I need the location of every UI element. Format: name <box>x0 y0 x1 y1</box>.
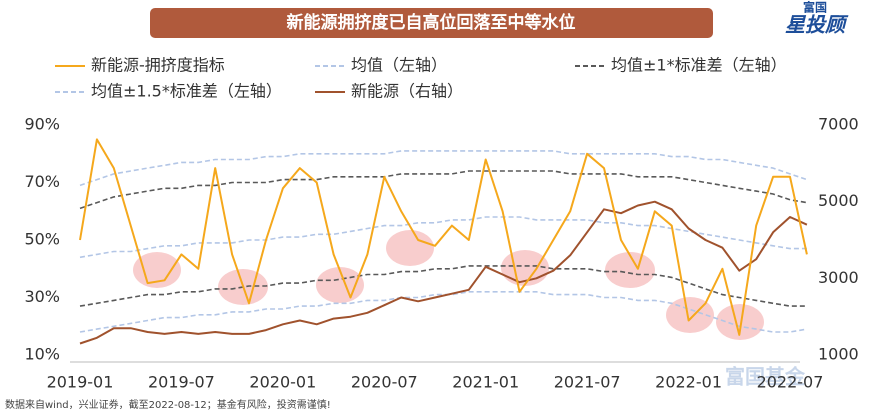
y-tick-label: 90% <box>24 115 60 134</box>
y-tick-label: 10% <box>24 345 60 364</box>
x-tick-label: 2019-01 <box>47 373 114 392</box>
y2-tick-label: 1000 <box>818 345 859 364</box>
source-note: 数据来自wind，兴业证券，截至2022-08-12；基金有风险，投资需谨慎! <box>5 398 331 411</box>
highlights <box>133 230 764 340</box>
watermark: 富国基金 <box>725 365 806 389</box>
x-tick-label: 2019-07 <box>148 373 215 392</box>
x-tick-label: 2020-07 <box>351 373 418 392</box>
y-tick-label: 50% <box>24 230 60 249</box>
series-line <box>79 265 807 307</box>
series-line <box>79 138 808 336</box>
series-line <box>79 150 808 187</box>
y-tick-label: 70% <box>24 172 60 191</box>
y2-tick-label: 7000 <box>818 115 859 134</box>
x-tick-label: 2021-01 <box>452 373 519 392</box>
chart-title: 新能源拥挤度已自高位回落至中等水位 <box>287 12 576 33</box>
title-banner <box>150 8 713 38</box>
series-line <box>79 200 808 345</box>
legend-label: 均值±1*标准差（左轴） <box>611 56 787 75</box>
y-tick-label: 30% <box>24 287 60 306</box>
legend-label: 新能源（右轴） <box>351 82 463 101</box>
legend-label: 新能源-拥挤度指标 <box>91 56 225 75</box>
x-tick-label: 2021-07 <box>554 373 621 392</box>
x-tick-label: 2020-01 <box>249 373 316 392</box>
x-tick-label: 2022-07 <box>757 373 824 392</box>
x-tick-label: 2022-01 <box>655 373 722 392</box>
series-line <box>79 216 807 259</box>
legend-label: 均值±1.5*标准差（左轴） <box>91 82 282 101</box>
series-line <box>79 170 808 210</box>
y2-tick-label: 3000 <box>818 268 859 287</box>
logo: 星投顾 <box>785 13 849 37</box>
y2-tick-label: 5000 <box>818 191 859 210</box>
logo-top: 富国 <box>803 0 827 15</box>
legend-label: 均值（左轴） <box>351 56 447 75</box>
